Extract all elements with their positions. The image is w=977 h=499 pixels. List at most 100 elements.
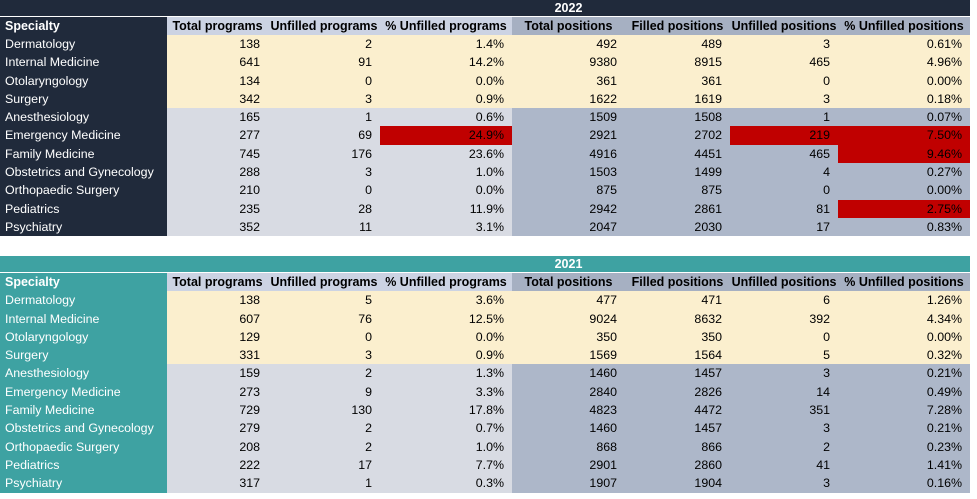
value-cell: 1460 bbox=[512, 364, 625, 383]
value-cell: 1.0% bbox=[380, 437, 512, 456]
value-cell: 350 bbox=[625, 327, 730, 347]
value-cell: 12.5% bbox=[380, 309, 512, 328]
specialty-cell: Otolaryngology bbox=[0, 71, 167, 90]
value-cell: 392 bbox=[730, 309, 838, 328]
value-cell: 4 bbox=[730, 163, 838, 182]
value-cell: 641 bbox=[167, 53, 268, 72]
value-cell: 9 bbox=[268, 382, 380, 402]
column-header: Specialty bbox=[0, 273, 167, 292]
specialty-cell: Emergency Medicine bbox=[0, 126, 167, 145]
value-cell: 352 bbox=[167, 217, 268, 237]
value-cell: 2860 bbox=[625, 455, 730, 475]
value-cell: 2942 bbox=[512, 199, 625, 218]
value-cell: 2 bbox=[268, 364, 380, 383]
table-row: Otolaryngology 129 0 0.0% 350 350 0 0.00% bbox=[0, 327, 970, 347]
value-cell: 0.61% bbox=[838, 35, 970, 54]
value-cell: 129 bbox=[167, 327, 268, 347]
column-header: % Unfilled positions bbox=[838, 273, 970, 292]
value-cell: 465 bbox=[730, 144, 838, 164]
value-cell: 1460 bbox=[512, 419, 625, 438]
value-cell: 7.28% bbox=[838, 401, 970, 420]
value-cell: 2 bbox=[730, 437, 838, 456]
value-cell: 1508 bbox=[625, 108, 730, 127]
value-cell: 91 bbox=[268, 53, 380, 72]
value-cell: 208 bbox=[167, 437, 268, 456]
value-cell: 14 bbox=[730, 382, 838, 402]
value-cell: 2861 bbox=[625, 199, 730, 218]
match-table-2021: 2021 Specialty Total programs Unfilled pro… bbox=[0, 256, 970, 493]
table-row: Emergency Medicine 277 69 24.9% 2921 2702 219 7… bbox=[0, 126, 970, 145]
value-cell: 279 bbox=[167, 419, 268, 438]
value-cell: 875 bbox=[512, 181, 625, 200]
value-cell: 0 bbox=[268, 327, 380, 347]
table-row: Family Medicine 745 176 23.6% 4916 4451 465 9.4… bbox=[0, 144, 970, 164]
specialty-cell: Psychiatry bbox=[0, 474, 167, 493]
value-cell: 3.6% bbox=[380, 291, 512, 310]
value-cell: 76 bbox=[268, 309, 380, 328]
column-header: Unfilled positions bbox=[730, 273, 838, 292]
value-cell: 138 bbox=[167, 35, 268, 54]
value-cell: 489 bbox=[625, 35, 730, 54]
value-cell-highlighted: 24.9% bbox=[380, 126, 512, 145]
value-cell: 2047 bbox=[512, 217, 625, 237]
value-cell: 3 bbox=[268, 163, 380, 182]
value-cell: 331 bbox=[167, 346, 268, 365]
specialty-cell: Obstetrics and Gynecology bbox=[0, 419, 167, 438]
value-cell: 9380 bbox=[512, 53, 625, 72]
value-cell: 6 bbox=[730, 291, 838, 310]
specialty-cell: Family Medicine bbox=[0, 401, 167, 420]
value-cell: 1499 bbox=[625, 163, 730, 182]
value-cell: 342 bbox=[167, 89, 268, 109]
specialty-cell: Obstetrics and Gynecology bbox=[0, 163, 167, 182]
column-header: Total programs bbox=[167, 17, 268, 35]
value-cell: 165 bbox=[167, 108, 268, 127]
value-cell: 17.8% bbox=[380, 401, 512, 420]
value-cell: 3.1% bbox=[380, 217, 512, 237]
value-cell: 0 bbox=[730, 181, 838, 200]
specialty-cell: Anesthesiology bbox=[0, 364, 167, 383]
value-cell: 81 bbox=[730, 199, 838, 218]
specialty-cell: Internal Medicine bbox=[0, 309, 167, 328]
table-row: Psychiatry 352 11 3.1% 2047 2030 17 0.83% bbox=[0, 217, 970, 237]
value-cell: 0.00% bbox=[838, 181, 970, 200]
header-row: Specialty Total programs Unfilled programs… bbox=[0, 17, 970, 35]
column-header: Total positions bbox=[512, 17, 625, 35]
value-cell: 0.27% bbox=[838, 163, 970, 182]
value-cell: 4451 bbox=[625, 144, 730, 164]
table-body: Dermatology 138 5 3.6% 477 471 6 1.26% Internal … bbox=[0, 291, 970, 493]
value-cell: 0.21% bbox=[838, 364, 970, 383]
value-cell: 235 bbox=[167, 199, 268, 218]
value-cell: 8915 bbox=[625, 53, 730, 72]
value-cell: 0.9% bbox=[380, 346, 512, 365]
table-row: Surgery 342 3 0.9% 1622 1619 3 0.18% bbox=[0, 89, 970, 109]
value-cell: 5 bbox=[730, 346, 838, 365]
value-cell: 288 bbox=[167, 163, 268, 182]
value-cell: 14.2% bbox=[380, 53, 512, 72]
value-cell: 0.6% bbox=[380, 108, 512, 127]
table-row: Dermatology 138 5 3.6% 477 471 6 1.26% bbox=[0, 291, 970, 310]
value-cell: 3 bbox=[730, 89, 838, 109]
specialty-cell: Surgery bbox=[0, 89, 167, 109]
value-cell: 2030 bbox=[625, 217, 730, 237]
value-cell: 1.0% bbox=[380, 163, 512, 182]
value-cell: 1503 bbox=[512, 163, 625, 182]
value-cell: 0 bbox=[730, 327, 838, 347]
value-cell: 7.7% bbox=[380, 455, 512, 475]
table-row: Psychiatry 317 1 0.3% 1907 1904 3 0.16% bbox=[0, 474, 970, 493]
value-cell: 0.07% bbox=[838, 108, 970, 127]
value-cell: 277 bbox=[167, 126, 268, 145]
year-title-bar-2022: 2022 bbox=[0, 0, 970, 17]
value-cell: 159 bbox=[167, 364, 268, 383]
value-cell: 0.3% bbox=[380, 474, 512, 493]
value-cell: 1904 bbox=[625, 474, 730, 493]
value-cell: 130 bbox=[268, 401, 380, 420]
value-cell: 0.0% bbox=[380, 327, 512, 347]
year-title-bar-2021: 2021 bbox=[0, 256, 970, 274]
column-header: % Unfilled programs bbox=[380, 273, 512, 292]
value-cell: 17 bbox=[268, 455, 380, 475]
value-cell-highlighted: 7.50% bbox=[838, 126, 970, 145]
value-cell: 3.3% bbox=[380, 382, 512, 402]
value-cell: 2840 bbox=[512, 382, 625, 402]
column-header: % Unfilled positions bbox=[838, 17, 970, 35]
value-cell: 1622 bbox=[512, 89, 625, 109]
